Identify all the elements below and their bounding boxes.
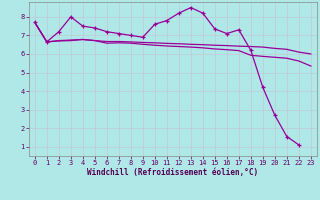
X-axis label: Windchill (Refroidissement éolien,°C): Windchill (Refroidissement éolien,°C): [87, 168, 258, 177]
